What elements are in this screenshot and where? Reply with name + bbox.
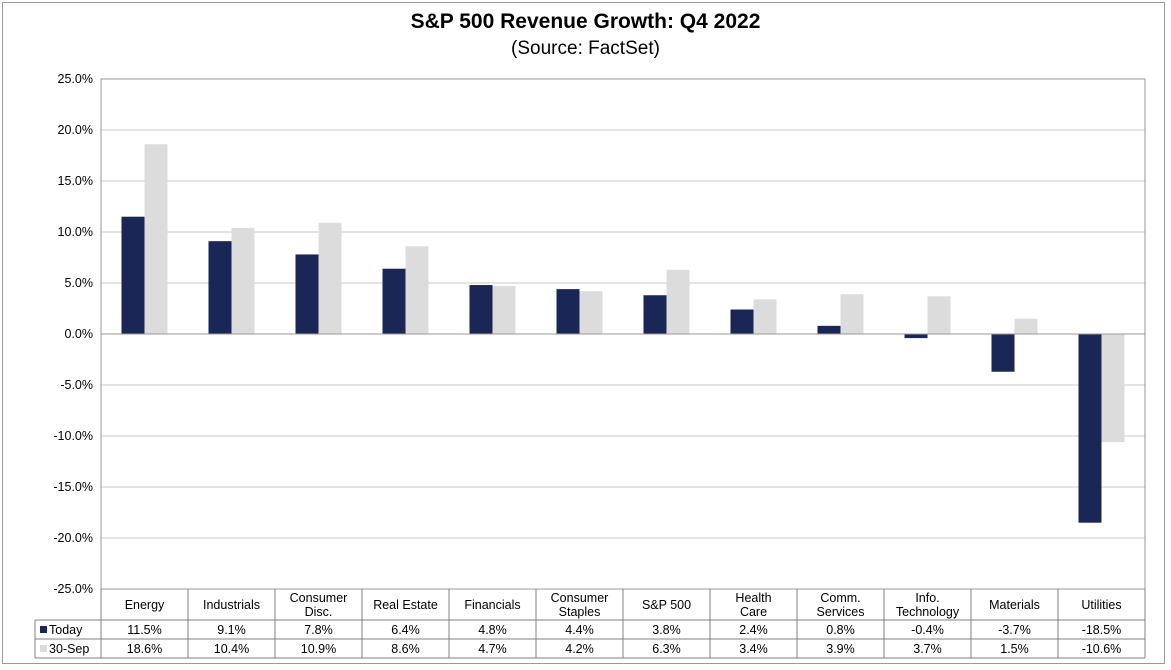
data-label: -10.6%	[1082, 642, 1122, 656]
bar-30-sep	[144, 144, 168, 334]
data-label: 8.6%	[391, 642, 420, 656]
category-label: Financials	[464, 598, 520, 612]
data-label: -18.5%	[1082, 623, 1122, 637]
bar-today	[469, 285, 493, 334]
category-label: Industrials	[203, 598, 260, 612]
data-label: 0.8%	[826, 623, 855, 637]
category-label: Comm.	[820, 591, 860, 605]
data-label: 7.8%	[304, 623, 333, 637]
data-label: 4.7%	[478, 642, 507, 656]
bar-today	[643, 295, 667, 334]
legend-key-30-sep	[40, 645, 47, 652]
y-tick-label: 25.0%	[58, 72, 93, 86]
bar-30-sep	[492, 286, 516, 334]
chart-title: S&P 500 Revenue Growth: Q4 2022	[410, 10, 761, 33]
bar-30-sep	[753, 299, 777, 334]
bar-30-sep	[1101, 334, 1125, 443]
data-label: -0.4%	[911, 623, 944, 637]
category-label: Info.	[915, 591, 939, 605]
data-label: 6.3%	[652, 642, 681, 656]
data-label: 3.8%	[652, 623, 681, 637]
bar-today	[556, 289, 580, 334]
category-label: Consumer	[290, 591, 348, 605]
bar-30-sep	[927, 296, 951, 334]
y-tick-label: 5.0%	[65, 276, 94, 290]
data-label: 3.7%	[913, 642, 942, 656]
category-label: Staples	[559, 605, 601, 619]
chart-subtitle: (Source: FactSet)	[511, 38, 660, 59]
y-tick-label: -15.0%	[53, 480, 93, 494]
bar-today	[817, 325, 841, 334]
bar-today	[1078, 334, 1102, 523]
bar-30-sep	[1014, 318, 1038, 334]
bar-today	[730, 309, 754, 334]
category-label: Energy	[125, 598, 165, 612]
data-label: 10.4%	[214, 642, 249, 656]
category-label: Care	[740, 605, 767, 619]
bar-today	[295, 254, 319, 334]
category-label: Health	[735, 591, 771, 605]
category-label: Technology	[896, 605, 960, 619]
bar-today	[121, 216, 145, 334]
y-tick-label: -5.0%	[60, 378, 93, 392]
bar-30-sep	[318, 222, 342, 334]
category-label: Materials	[989, 598, 1040, 612]
bar-today	[208, 241, 232, 334]
bar-today	[382, 268, 406, 334]
legend-key-today	[40, 626, 47, 633]
bar-30-sep	[405, 246, 429, 334]
y-tick-label: -20.0%	[53, 531, 93, 545]
bar-30-sep	[579, 291, 603, 334]
data-label: 18.6%	[127, 642, 162, 656]
bar-30-sep	[840, 294, 864, 334]
category-label: S&P 500	[642, 598, 691, 612]
legend-label: Today	[49, 623, 83, 637]
bar-today	[991, 334, 1015, 372]
y-tick-label: 15.0%	[58, 174, 93, 188]
data-label: 4.8%	[478, 623, 507, 637]
data-label: 3.4%	[739, 642, 768, 656]
y-tick-label: 20.0%	[58, 123, 93, 137]
data-label: -3.7%	[998, 623, 1031, 637]
category-label: Services	[817, 605, 865, 619]
data-label: 10.9%	[301, 642, 336, 656]
legend-label: 30-Sep	[49, 642, 89, 656]
y-tick-label: -10.0%	[53, 429, 93, 443]
bar-30-sep	[666, 269, 690, 334]
bar-30-sep	[231, 227, 255, 334]
data-label: 3.9%	[826, 642, 855, 656]
category-label: Disc.	[305, 605, 333, 619]
category-label: Consumer	[551, 591, 609, 605]
data-label: 1.5%	[1000, 642, 1029, 656]
category-label: Utilities	[1081, 598, 1121, 612]
data-label: 4.4%	[565, 623, 594, 637]
y-tick-label: 10.0%	[58, 225, 93, 239]
bar-today	[904, 334, 928, 339]
y-tick-label: 0.0%	[65, 327, 94, 341]
data-label: 9.1%	[217, 623, 246, 637]
data-label: 11.5%	[127, 623, 162, 637]
data-label: 4.2%	[565, 642, 594, 656]
data-label: 6.4%	[391, 623, 420, 637]
data-label: 2.4%	[739, 623, 768, 637]
y-tick-label: -25.0%	[53, 582, 93, 596]
category-label: Real Estate	[373, 598, 438, 612]
